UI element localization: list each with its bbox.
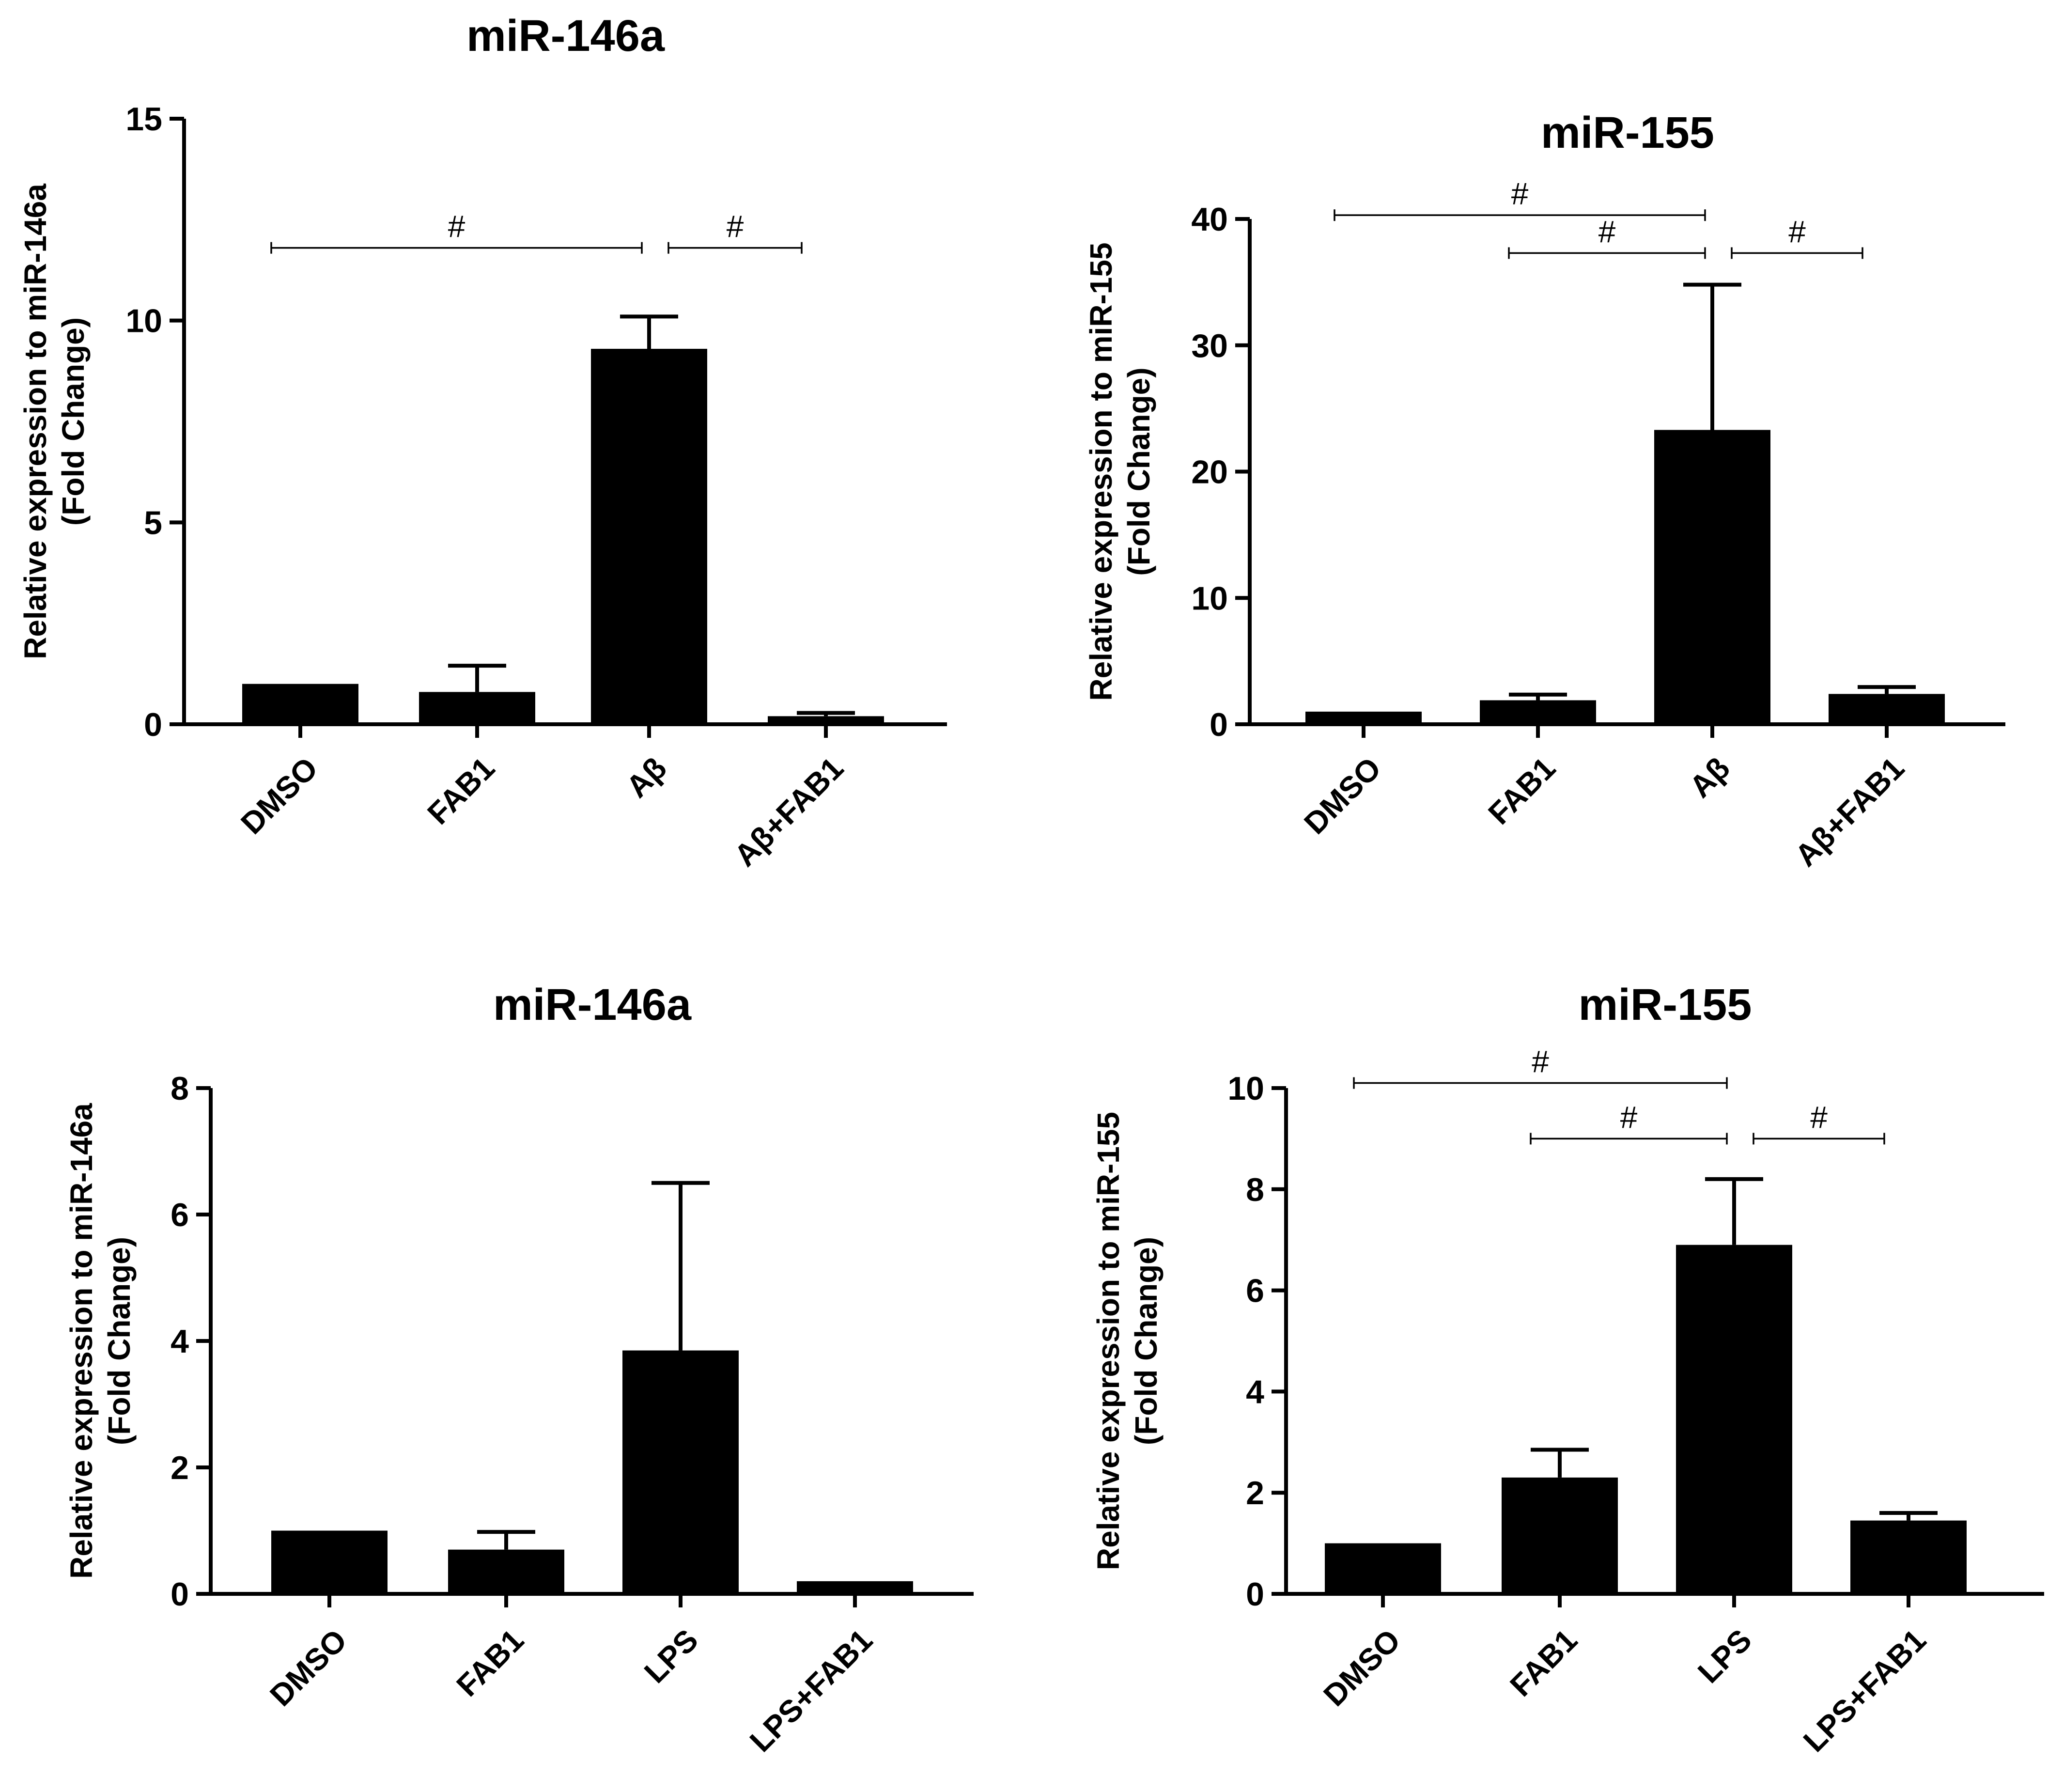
y-tick-label: 20 <box>1191 454 1228 491</box>
chart-panel-4: miR-155 Relative expression to miR-155(Fo… <box>1091 980 2044 1759</box>
bar-4 <box>1850 1520 1967 1594</box>
chart-panel-2: miR-155 Relative expression to miR-155(Fo… <box>1084 108 2005 873</box>
y-axis-label: Relative expression to miR-146a(Fold Cha… <box>64 1103 137 1579</box>
category-label: Aβ+FAB1 <box>728 750 850 873</box>
significance-marker: # <box>1511 176 1529 211</box>
y-tick-label: 10 <box>125 303 162 340</box>
chart-panel-1: miR-146a Relative expression to miR-146a(… <box>18 11 947 873</box>
y-axis-label-line: Relative expression to miR-146a <box>64 1103 99 1579</box>
bar-3 <box>1654 430 1770 724</box>
y-tick-label: 10 <box>1191 580 1228 617</box>
y-tick-label: 8 <box>171 1070 189 1107</box>
bar-4 <box>768 716 884 724</box>
bar-1 <box>242 684 358 724</box>
bar-2 <box>1502 1477 1618 1594</box>
y-axis-label-line: Relative expression to miR-155 <box>1091 1112 1126 1570</box>
y-tick-label: 10 <box>1227 1070 1264 1107</box>
y-tick-label: 6 <box>1246 1273 1264 1309</box>
y-axis-label-line: (Fold Change) <box>102 1237 137 1445</box>
y-tick-label: 8 <box>1246 1171 1264 1208</box>
y-tick-label: 30 <box>1191 327 1228 364</box>
bar-3 <box>591 349 707 724</box>
y-tick-label: 40 <box>1191 201 1228 238</box>
y-tick-label: 15 <box>125 101 162 138</box>
category-label: FAB1 <box>420 750 501 831</box>
category-label: DMSO <box>263 1622 354 1713</box>
category-label: Aβ <box>1683 750 1737 804</box>
y-tick-label: 2 <box>171 1449 189 1486</box>
category-label: Aβ <box>620 750 673 804</box>
bar-4 <box>797 1581 913 1594</box>
category-label: Aβ+FAB1 <box>1788 750 1911 873</box>
significance-marker: # <box>1532 1044 1549 1079</box>
y-axis-label-line: (Fold Change) <box>56 317 91 526</box>
significance-marker: # <box>1620 1100 1638 1135</box>
bar-3 <box>622 1350 739 1594</box>
category-label: DMSO <box>234 750 325 841</box>
y-axis-label-line: (Fold Change) <box>1121 367 1156 576</box>
bar-2 <box>448 1549 564 1594</box>
y-tick-label: 0 <box>144 706 162 743</box>
category-label: DMSO <box>1297 750 1388 841</box>
category-label: FAB1 <box>450 1622 530 1703</box>
category-label: DMSO <box>1317 1622 1407 1713</box>
category-label: LPS+FAB1 <box>743 1622 879 1759</box>
bar-1 <box>1325 1543 1441 1594</box>
significance-marker: # <box>1788 214 1806 249</box>
y-axis-label-line: (Fold Change) <box>1129 1237 1164 1445</box>
bar-4 <box>1829 694 1945 724</box>
bar-1 <box>271 1530 388 1594</box>
category-label: LPS <box>1691 1622 1758 1690</box>
bar-3 <box>1676 1245 1792 1594</box>
category-label: LPS <box>637 1622 705 1690</box>
significance-marker: # <box>1810 1100 1828 1135</box>
y-axis-label-line: Relative expression to miR-155 <box>1084 242 1118 701</box>
y-tick-label: 6 <box>171 1197 189 1233</box>
y-axis-label: Relative expression to miR-146a(Fold Cha… <box>18 184 91 659</box>
y-axis-label: Relative expression to miR-155(Fold Chan… <box>1084 242 1156 701</box>
chart-title: miR-146a <box>466 11 665 61</box>
y-tick-label: 0 <box>1210 706 1228 743</box>
bar-1 <box>1305 711 1422 724</box>
y-tick-label: 4 <box>171 1323 189 1360</box>
significance-marker: # <box>448 209 465 244</box>
chart-title: miR-146a <box>493 980 692 1029</box>
y-tick-label: 2 <box>1246 1475 1264 1512</box>
category-label: FAB1 <box>1503 1622 1584 1703</box>
y-tick-label: 0 <box>1246 1576 1264 1613</box>
bar-2 <box>419 692 535 724</box>
significance-marker: # <box>727 209 744 244</box>
y-tick-label: 0 <box>171 1576 189 1613</box>
chart-title: miR-155 <box>1541 108 1714 157</box>
chart-title: miR-155 <box>1579 980 1752 1029</box>
chart-panel-3: miR-146a Relative expression to miR-146a(… <box>64 980 974 1759</box>
y-axis-label: Relative expression to miR-155(Fold Chan… <box>1091 1112 1164 1570</box>
bar-2 <box>1480 700 1596 724</box>
category-label: FAB1 <box>1481 750 1562 831</box>
y-tick-label: 5 <box>144 504 162 541</box>
y-tick-label: 4 <box>1246 1373 1264 1410</box>
y-axis-label-line: Relative expression to miR-146a <box>18 184 53 659</box>
significance-marker: # <box>1598 214 1616 249</box>
category-label: LPS+FAB1 <box>1797 1622 1933 1759</box>
